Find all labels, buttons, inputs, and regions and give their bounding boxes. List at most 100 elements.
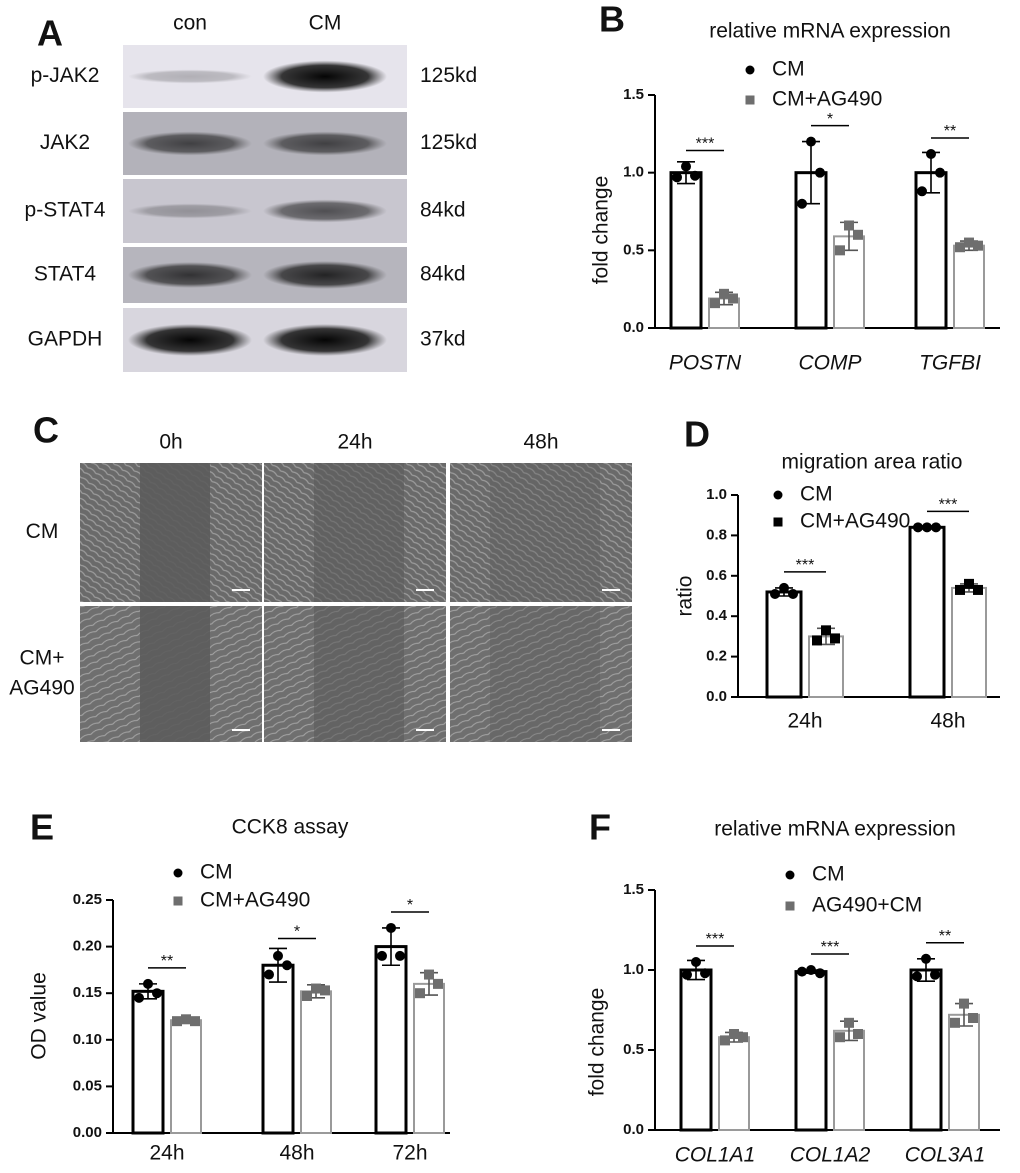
data-point [710,298,720,309]
blot-size: 37kd [420,328,466,351]
data-point [143,978,153,989]
data-point [930,969,940,980]
x-tick-label: COL1A2 [790,1144,871,1167]
x-tick-label: COL3A1 [905,1144,986,1167]
legend-marker [773,490,783,500]
data-point [964,237,974,248]
y-tick-label: 1.5 [623,86,644,103]
x-tick-label: 48h [279,1142,314,1165]
wound-gap [490,463,600,602]
significance-label: *** [796,557,815,574]
blot-band [263,324,387,356]
blot-band [128,324,252,356]
y-tick-label: 0.15 [73,984,102,1001]
data-point [955,242,965,253]
chart-title: migration area ratio [782,451,963,474]
data-point [719,288,729,299]
data-point [395,950,405,961]
data-point [797,966,807,977]
legend-label: CM+AG490 [772,88,882,111]
data-point [912,971,922,982]
data-point [917,186,927,197]
blot-band [128,262,252,288]
bar [794,970,828,1132]
y-tick-label: 1.0 [623,961,644,978]
data-point [690,170,700,181]
data-point [806,965,816,975]
data-point [973,240,983,251]
data-point [311,983,321,994]
data-point [700,968,710,979]
y-tick-label: 0.6 [706,567,727,584]
microscopy-image [450,606,632,742]
data-point [672,172,682,183]
legend-marker [785,870,795,880]
data-point [282,960,292,971]
data-point [950,1017,960,1028]
legend-label: CM [772,58,805,81]
blot-size: 125kd [420,131,477,154]
bar [808,635,844,699]
panel-label: B [599,0,625,40]
bar [765,590,803,699]
y-axis-label: ratio [674,576,697,617]
bar [374,945,408,1135]
bar [908,525,946,699]
data-point [973,584,983,595]
y-tick-label: 0.0 [706,688,727,705]
y-tick-label: 0.20 [73,938,102,955]
microscopy-image [450,463,632,602]
significance-label: *** [939,497,958,514]
image-row-label: AG490 [9,677,74,700]
legend-label: CM+AG490 [800,510,910,533]
significance-label: * [294,924,300,941]
data-point [386,922,396,933]
data-point [738,1032,748,1043]
image-column-label: 24h [337,431,372,454]
blot-column-label: con [173,12,207,35]
x-tick-label: TGFBI [919,352,981,375]
blot-size: 84kd [420,263,466,286]
x-tick-label: 72h [392,1142,427,1165]
y-tick-label: 1.5 [623,881,644,898]
y-tick-label: 1.0 [706,486,727,503]
image-row-label: CM+ [20,647,65,670]
legend-label: CM [812,863,845,886]
data-point [779,582,789,593]
data-point [682,969,692,980]
y-axis-label: OD value [28,972,51,1060]
data-point [681,161,691,172]
y-tick-label: 0.0 [623,319,644,336]
data-point [190,1016,200,1027]
data-point [812,635,822,646]
y-tick-label: 0.8 [706,526,727,543]
image-column-label: 48h [523,431,558,454]
data-point [797,198,807,209]
y-axis-label: fold change [590,176,613,285]
blot-band [263,199,387,223]
wound-gap [314,463,404,602]
data-point [433,978,443,989]
y-axis-label: fold change [586,988,609,1097]
data-point [968,1013,978,1023]
bar [669,171,703,330]
data-point [181,1014,191,1025]
data-point [691,957,701,967]
data-point [424,969,434,980]
panel-label: E [30,807,54,848]
x-tick-label: COL1A1 [675,1144,756,1167]
data-point [835,245,845,256]
significance-label: *** [706,931,725,948]
data-point [959,998,969,1009]
data-point [720,1035,730,1046]
y-tick-label: 0.00 [73,1124,102,1141]
significance-label: *** [696,136,715,153]
data-point [921,953,931,964]
data-point [830,633,840,644]
bar [413,982,445,1134]
legend-label: CM+AG490 [200,889,310,912]
significance-label: ** [161,953,173,970]
y-tick-label: 0.5 [623,1041,644,1058]
bar [679,968,713,1132]
